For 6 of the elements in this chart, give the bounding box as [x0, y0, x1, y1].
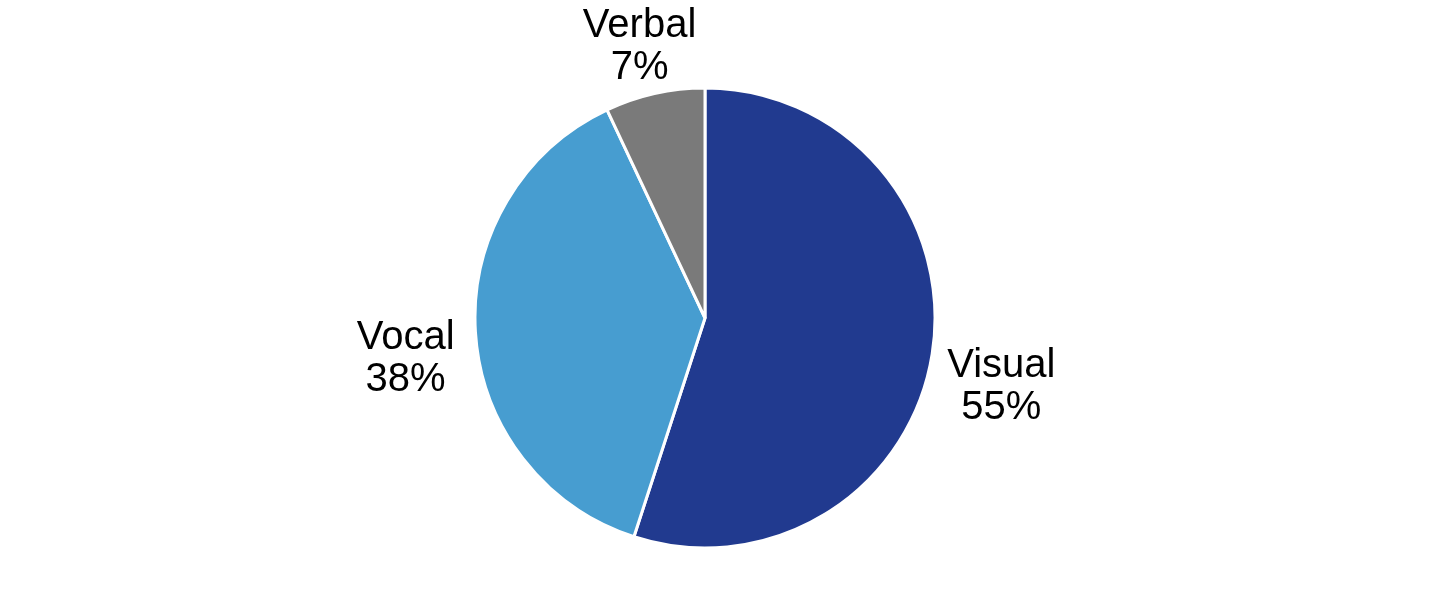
- slice-label: Verbal: [582, 1, 697, 46]
- slice-label: Visual: [947, 340, 1056, 385]
- slice-label: Vocal: [356, 312, 455, 357]
- data-label: 55%: [961, 382, 1042, 427]
- data-label: 38%: [365, 354, 446, 399]
- data-label: 7%: [610, 43, 669, 88]
